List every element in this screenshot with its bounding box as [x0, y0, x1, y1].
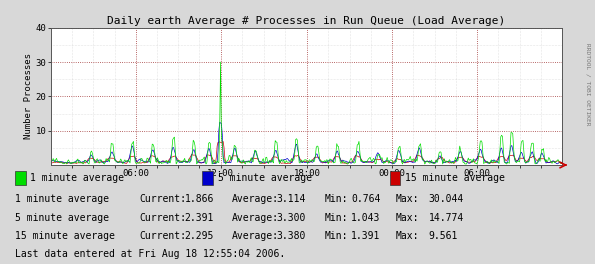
Text: 15 minute average: 15 minute average [15, 231, 115, 241]
Title: Daily earth Average # Processes in Run Queue (Load Average): Daily earth Average # Processes in Run Q… [107, 16, 506, 26]
Text: 1.043: 1.043 [351, 213, 380, 223]
Text: Min:: Min: [324, 231, 347, 241]
Text: Current:: Current: [140, 194, 187, 204]
Text: 3.380: 3.380 [277, 231, 306, 241]
Text: 30.044: 30.044 [428, 194, 464, 204]
Text: RRDTOOL / TOBI OETIKER: RRDTOOL / TOBI OETIKER [585, 43, 590, 126]
Text: 1.391: 1.391 [351, 231, 380, 241]
Text: Max:: Max: [396, 194, 419, 204]
Y-axis label: Number Processes: Number Processes [24, 53, 33, 139]
Text: 15 minute average: 15 minute average [405, 173, 505, 183]
Text: Min:: Min: [324, 194, 347, 204]
Text: 1 minute average: 1 minute average [15, 194, 109, 204]
Text: 2.391: 2.391 [184, 213, 214, 223]
Text: Max:: Max: [396, 213, 419, 223]
Text: Average:: Average: [232, 213, 279, 223]
Text: 3.300: 3.300 [277, 213, 306, 223]
Text: 9.561: 9.561 [428, 231, 458, 241]
Text: 14.774: 14.774 [428, 213, 464, 223]
Text: 5 minute average: 5 minute average [15, 213, 109, 223]
Text: Min:: Min: [324, 213, 347, 223]
Text: 1.866: 1.866 [184, 194, 214, 204]
Text: Last data entered at Fri Aug 18 12:55:04 2006.: Last data entered at Fri Aug 18 12:55:04… [15, 249, 285, 259]
Text: 3.114: 3.114 [277, 194, 306, 204]
Text: 5 minute average: 5 minute average [218, 173, 312, 183]
Text: Current:: Current: [140, 213, 187, 223]
Text: 2.295: 2.295 [184, 231, 214, 241]
Text: Max:: Max: [396, 231, 419, 241]
Text: Average:: Average: [232, 231, 279, 241]
Text: Average:: Average: [232, 194, 279, 204]
Text: 1 minute average: 1 minute average [30, 173, 124, 183]
Text: 0.764: 0.764 [351, 194, 380, 204]
Text: Current:: Current: [140, 231, 187, 241]
